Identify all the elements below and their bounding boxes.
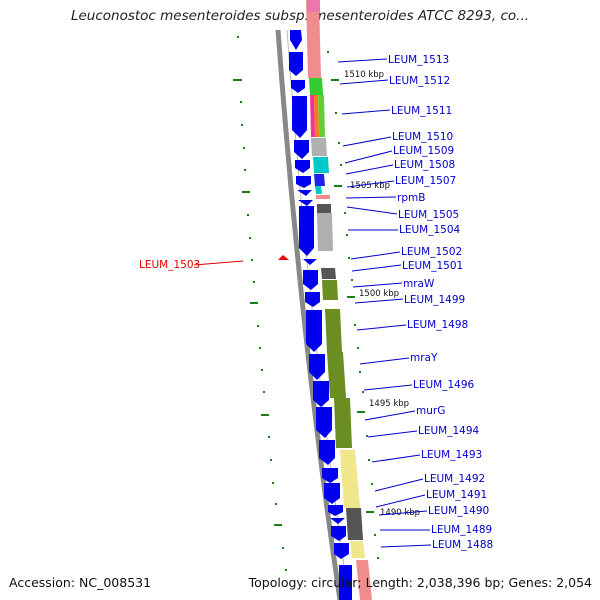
gene-label[interactable]: LEUM_1496 [413, 379, 475, 391]
gene-arrow [294, 140, 309, 159]
gene-arrow [339, 565, 352, 600]
cog-track [306, 0, 372, 600]
gene-label[interactable]: LEUM_1513 [388, 54, 449, 66]
gene-label[interactable]: LEUM_1491 [426, 489, 487, 501]
gene-arrow [319, 440, 335, 465]
gene-label[interactable]: LEUM_1499 [404, 294, 465, 306]
scale-label: 1505 kbp [350, 181, 390, 191]
gene-label[interactable]: LEUM_1494 [418, 425, 480, 437]
cog-block-pink-top [306, 0, 321, 78]
cog-block-blue [314, 174, 325, 186]
scale-label: 1495 kbp [369, 399, 409, 409]
gene-arrow [306, 310, 322, 352]
gene-arrow [289, 52, 303, 76]
gene-arrow [296, 176, 311, 188]
label-leader-lines [337, 58, 432, 548]
gene-arrow [322, 468, 338, 483]
cog-block-cyan-small [315, 186, 322, 194]
gene-arrow [324, 483, 340, 504]
scale-label: 1500 kbp [359, 289, 399, 299]
gene-arrow [305, 292, 320, 307]
gene-label[interactable]: LEUM_1489 [431, 524, 492, 536]
cog-block-yellow-2 [350, 541, 365, 558]
scale-ticks-left [233, 36, 287, 571]
genome-stats-text: Topology: circular; Length: 2,038,396 bp… [248, 575, 592, 590]
gene-label[interactable]: LEUM_1492 [424, 473, 485, 485]
cog-block-pink-bottom [356, 560, 372, 600]
gene-arrow [290, 30, 302, 50]
cog-block-darkgray-2 [321, 268, 336, 279]
cog-block-multicolor-b [314, 95, 319, 137]
gene-arrow [291, 80, 305, 93]
scale-label: 1510 kbp [344, 70, 384, 80]
highlight-gene-label[interactable]: LEUM_1503 [139, 259, 200, 271]
gene-arrow [331, 526, 346, 541]
gene-label[interactable]: LEUM_1504 [399, 224, 461, 236]
gene-label[interactable]: LEUM_1512 [389, 75, 450, 87]
gene-label[interactable]: LEUM_1505 [398, 209, 459, 221]
cog-block-olive-3 [327, 352, 346, 398]
gene-arrow [330, 518, 345, 524]
cog-block-green [309, 78, 323, 95]
gene-label[interactable]: LEUM_1511 [391, 105, 452, 117]
gene-label[interactable]: LEUM_1507 [395, 175, 456, 187]
gene-arrow [328, 505, 343, 516]
cog-block-yellow [340, 450, 360, 508]
gene-arrow [313, 381, 329, 407]
cog-block-darkgray-3 [346, 508, 363, 540]
cog-block-olive-2 [325, 309, 342, 352]
gene-arrow [303, 270, 318, 290]
strand-gene-track [289, 30, 352, 600]
map-title: Leuconostoc mesenteroides subsp. mesente… [70, 8, 530, 24]
gene-label[interactable]: LEUM_1502 [401, 246, 462, 258]
accession-text: Accession: NC_008531 [9, 575, 152, 590]
gene-label[interactable]: LEUM_1501 [402, 260, 463, 272]
cog-block-gray-2 [317, 213, 333, 251]
cog-block-pink-small [316, 195, 330, 199]
gene-arrow [299, 206, 314, 256]
gene-label[interactable]: LEUM_1509 [393, 145, 454, 157]
cog-block-olive-4 [334, 398, 352, 448]
gene-arrow [298, 200, 313, 206]
gene-label[interactable]: LEUM_1498 [407, 319, 468, 331]
gene-label[interactable]: rpmB [397, 192, 425, 204]
cog-block-olive-1 [322, 280, 338, 300]
gene-arrow [309, 354, 325, 380]
gene-label[interactable]: mraY [410, 352, 438, 364]
gene-label[interactable]: LEUM_1493 [421, 449, 482, 461]
gene-label[interactable]: LEUM_1490 [428, 505, 489, 517]
highlight-leader-line [193, 260, 244, 266]
cog-block-multicolor-a [310, 95, 315, 137]
gene-label[interactable]: LEUM_1488 [432, 539, 493, 551]
cog-block-magenta-top [307, 0, 320, 12]
cog-block-multicolor-c [318, 95, 325, 137]
scale-ticks-right [327, 51, 379, 559]
cog-block-cyan [313, 157, 329, 173]
gene-label[interactable]: mraW [403, 278, 435, 290]
gene-arrow [295, 160, 310, 173]
gene-label[interactable]: LEUM_1508 [394, 159, 455, 171]
gene-arrow [316, 407, 332, 438]
gene-arrow [334, 543, 349, 559]
gene-arrow [292, 96, 307, 138]
gene-arrow [297, 190, 312, 196]
gene-arrow [303, 259, 317, 265]
highlight-marker-icon [278, 255, 289, 260]
gene-label[interactable]: LEUM_1510 [392, 131, 453, 143]
gene-label[interactable]: murG [416, 405, 445, 417]
genome-backbone [275, 29, 343, 600]
cog-block-darkgray-1 [317, 204, 331, 213]
cog-block-gray-1 [311, 138, 327, 156]
